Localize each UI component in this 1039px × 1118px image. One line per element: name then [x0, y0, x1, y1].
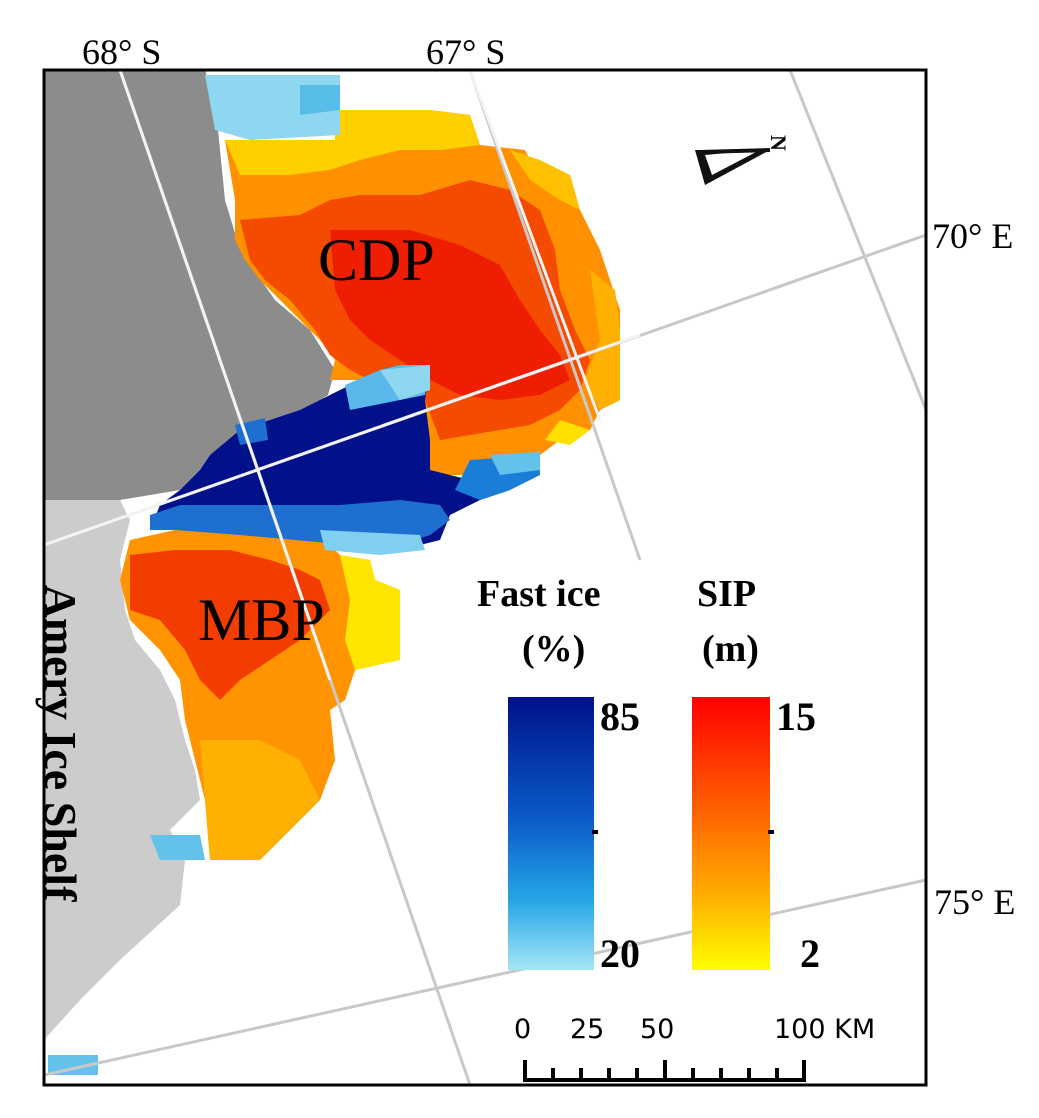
graticule-lines-white	[44, 70, 641, 681]
fast-ice-colorbar	[508, 697, 594, 970]
sip-max: 15	[776, 694, 816, 739]
scale-label-0: 0	[514, 1014, 532, 1045]
lat-label-68: 68° S	[82, 32, 162, 72]
fast-ice-min: 20	[600, 931, 640, 976]
land-mass	[44, 70, 335, 500]
region-label-mbp: MBP	[198, 587, 325, 653]
scale-bar	[523, 1060, 806, 1082]
fast-ice-unit: (%)	[522, 628, 586, 670]
lon-label-75: 75° E	[934, 882, 1016, 922]
scale-label-50: 50	[640, 1014, 675, 1045]
fast-ice-cells	[48, 75, 540, 1075]
sip-unit: (m)	[702, 628, 759, 670]
scale-label-100: 100 KM	[774, 1014, 876, 1045]
map-frame	[42, 68, 928, 1087]
ice-shelf	[44, 500, 200, 1040]
sip-min: 2	[800, 931, 820, 976]
north-arrow-label: N	[765, 135, 791, 151]
region-label-ice-shelf: Amery Ice Shelf	[35, 584, 86, 902]
fast-ice-title: Fast ice	[477, 573, 601, 615]
scale-label-25: 25	[570, 1014, 605, 1045]
lon-label-70: 70° E	[932, 216, 1014, 256]
sip-polynya-cells	[120, 110, 620, 860]
sip-title: SIP	[697, 573, 757, 615]
lat-label-67: 67° S	[426, 32, 506, 72]
fast-ice-max: 85	[600, 694, 640, 739]
sip-colorbar	[692, 697, 770, 970]
north-arrow-icon	[695, 148, 771, 185]
region-label-cdp: CDP	[318, 227, 435, 293]
